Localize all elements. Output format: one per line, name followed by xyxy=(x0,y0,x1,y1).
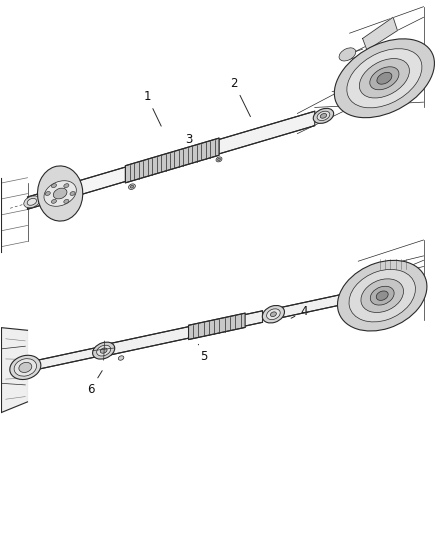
Ellipse shape xyxy=(216,157,222,162)
Polygon shape xyxy=(363,17,397,50)
Ellipse shape xyxy=(130,185,134,188)
Ellipse shape xyxy=(267,309,280,320)
Ellipse shape xyxy=(376,291,388,301)
Ellipse shape xyxy=(339,48,356,61)
Ellipse shape xyxy=(270,312,276,317)
Ellipse shape xyxy=(27,198,36,205)
Ellipse shape xyxy=(64,184,69,188)
Ellipse shape xyxy=(370,67,399,90)
Text: 2: 2 xyxy=(230,77,251,117)
Polygon shape xyxy=(28,346,104,372)
Ellipse shape xyxy=(349,269,415,322)
Polygon shape xyxy=(219,111,315,154)
Ellipse shape xyxy=(361,279,403,312)
Ellipse shape xyxy=(262,305,284,323)
Ellipse shape xyxy=(359,59,410,98)
Ellipse shape xyxy=(334,39,434,118)
Text: 6: 6 xyxy=(87,370,102,396)
Ellipse shape xyxy=(53,188,67,199)
Ellipse shape xyxy=(64,199,69,203)
Ellipse shape xyxy=(14,359,36,376)
Text: 4: 4 xyxy=(291,305,307,318)
Ellipse shape xyxy=(19,362,32,373)
Ellipse shape xyxy=(45,191,50,196)
Ellipse shape xyxy=(218,158,220,160)
Ellipse shape xyxy=(51,199,57,203)
Ellipse shape xyxy=(10,356,41,379)
Ellipse shape xyxy=(128,184,135,189)
Ellipse shape xyxy=(44,181,76,206)
Ellipse shape xyxy=(377,72,392,84)
Polygon shape xyxy=(188,313,245,340)
Text: 5: 5 xyxy=(198,344,208,363)
Ellipse shape xyxy=(92,342,115,359)
Ellipse shape xyxy=(317,111,330,120)
Polygon shape xyxy=(110,311,262,355)
Ellipse shape xyxy=(313,108,334,124)
Ellipse shape xyxy=(70,191,75,196)
Ellipse shape xyxy=(370,286,394,305)
Text: 1: 1 xyxy=(143,90,161,126)
Ellipse shape xyxy=(100,348,107,353)
Ellipse shape xyxy=(118,356,124,360)
Polygon shape xyxy=(280,291,358,318)
Polygon shape xyxy=(28,188,60,209)
Ellipse shape xyxy=(338,260,427,331)
Ellipse shape xyxy=(347,49,422,108)
Ellipse shape xyxy=(38,166,83,221)
Ellipse shape xyxy=(320,114,327,118)
Polygon shape xyxy=(60,167,125,201)
Text: 3: 3 xyxy=(185,133,195,150)
Polygon shape xyxy=(1,328,28,413)
Polygon shape xyxy=(125,138,219,183)
Ellipse shape xyxy=(97,345,111,356)
Ellipse shape xyxy=(51,184,57,188)
Ellipse shape xyxy=(24,196,40,208)
